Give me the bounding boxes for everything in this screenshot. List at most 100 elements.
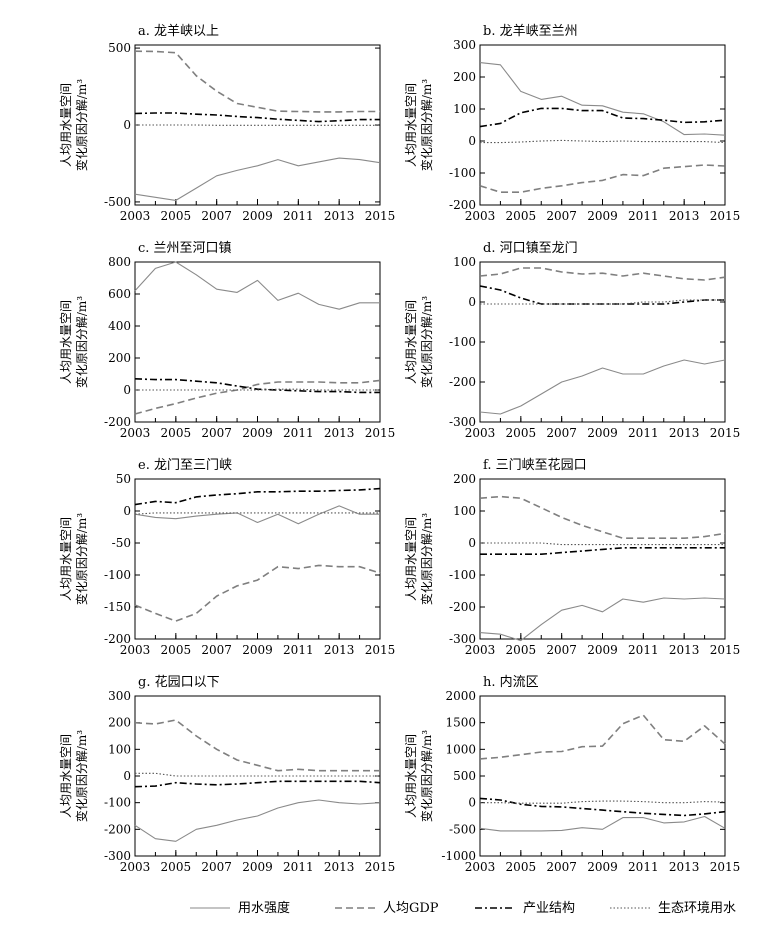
y-tick-label: -50 xyxy=(112,536,131,550)
x-tick-label: 2007 xyxy=(201,209,232,223)
y-axis-label: 人均用水量空间 xyxy=(59,734,73,818)
series-line-1 xyxy=(479,815,726,832)
y-axis-label: 变化原因分解/m³ xyxy=(419,79,434,171)
y-tick-label: -200 xyxy=(104,415,131,429)
x-tick-label: 2003 xyxy=(465,209,496,223)
chart-panel-2: -200 -100 0 100 200 300 2003 2005 2007 2009 2011 20… xyxy=(404,23,740,223)
y-tick-label: 50 xyxy=(116,472,131,486)
panel-title: h. 内流区 xyxy=(483,674,539,690)
y-tick-label: -200 xyxy=(104,632,131,646)
panel-title: e. 龙门至三门峡 xyxy=(138,458,232,473)
y-tick-label: 1000 xyxy=(445,742,476,756)
x-tick-label: 2005 xyxy=(506,860,537,874)
x-tick-label: 2003 xyxy=(465,643,496,657)
chart-panel-5: -200 -150 -100 -50 0 50 2003 2005 2007 2009 2011 20… xyxy=(59,458,395,657)
series-line-2 xyxy=(479,267,726,281)
series-line-3 xyxy=(134,780,381,788)
y-tick-label: -500 xyxy=(104,195,131,209)
x-tick-label: 2015 xyxy=(710,209,741,223)
legend-label-2: 人均GDP xyxy=(383,901,439,916)
x-tick-label: 2013 xyxy=(669,643,700,657)
y-tick-label: 0 xyxy=(123,769,131,783)
x-tick-label: 2007 xyxy=(546,426,577,440)
y-tick-label: 1500 xyxy=(445,716,476,730)
series-line-1 xyxy=(134,261,380,310)
x-tick-label: 2011 xyxy=(283,209,314,223)
series-line-4 xyxy=(480,299,725,305)
series-line-4 xyxy=(480,800,726,804)
y-tick-label: 100 xyxy=(108,742,131,756)
y-tick-label: 800 xyxy=(108,255,131,269)
legend-label-4: 生态环境用水 xyxy=(658,901,736,916)
panel-title: d. 河口镇至龙门 xyxy=(483,241,578,256)
y-tick-label: -500 xyxy=(449,822,476,836)
series-line-2 xyxy=(134,379,381,415)
y-tick-label: 400 xyxy=(108,319,131,333)
x-tick-label: 2003 xyxy=(120,860,151,874)
x-tick-label: 2009 xyxy=(242,426,273,440)
x-tick-label: 2003 xyxy=(465,860,496,874)
y-tick-label: 200 xyxy=(453,70,476,84)
series-line-2 xyxy=(479,495,726,540)
y-tick-label: 100 xyxy=(453,255,476,269)
series-line-2 xyxy=(134,719,380,772)
x-tick-label: 2015 xyxy=(365,643,396,657)
x-tick-label: 2011 xyxy=(628,209,659,223)
panel-title: c. 兰州至河口镇 xyxy=(138,241,232,256)
plot-frame xyxy=(479,478,726,640)
y-tick-label: 300 xyxy=(108,689,131,703)
y-tick-label: -100 xyxy=(104,568,131,582)
x-tick-label: 2007 xyxy=(201,860,232,874)
panel-title: g. 花园口以下 xyxy=(138,674,220,690)
y-axis-label: 变化原因分解/m³ xyxy=(419,513,434,605)
x-tick-label: 2015 xyxy=(710,426,741,440)
y-tick-label: -300 xyxy=(104,849,131,863)
y-axis-label: 人均用水量空间 xyxy=(59,83,73,167)
y-tick-label: 0 xyxy=(123,383,131,397)
legend-label-3: 产业结构 xyxy=(523,901,575,916)
x-tick-label: 2003 xyxy=(120,209,151,223)
series-line-3 xyxy=(479,285,725,305)
y-tick-label: 0 xyxy=(123,118,131,132)
y-tick-label: 100 xyxy=(453,504,476,518)
x-tick-label: 2011 xyxy=(283,860,314,874)
x-tick-label: 2009 xyxy=(587,860,618,874)
x-tick-label: 2003 xyxy=(120,643,151,657)
series-line-1 xyxy=(134,157,381,201)
x-tick-label: 2011 xyxy=(628,426,659,440)
panel-title: b. 龙羊峡至兰州 xyxy=(483,23,578,39)
series-line-4 xyxy=(135,772,380,777)
y-axis-label: 变化原因分解/m³ xyxy=(74,730,89,822)
series-line-4 xyxy=(480,542,725,546)
y-tick-label: -100 xyxy=(449,568,476,582)
y-axis-label: 人均用水量空间 xyxy=(404,517,418,601)
y-tick-label: -1000 xyxy=(441,849,476,863)
chart-panel-6: -300 -200 -100 0 100 200 2003 2005 2007 2009 2011 2… xyxy=(404,457,740,657)
y-tick-label: 200 xyxy=(453,472,476,486)
x-tick-label: 2005 xyxy=(161,426,192,440)
chart-panel-3: -200 0 200 400 600 800 2003 2005 2007 2009 2011 201… xyxy=(59,241,395,440)
series-line-4 xyxy=(480,139,726,144)
series-line-1 xyxy=(479,597,726,642)
y-tick-label: 2000 xyxy=(445,689,476,703)
x-tick-label: 2005 xyxy=(161,209,192,223)
series-line-1 xyxy=(134,505,380,525)
series-line-3 xyxy=(480,546,725,556)
x-tick-label: 2015 xyxy=(365,426,396,440)
y-tick-label: -300 xyxy=(449,415,476,429)
series-line-2 xyxy=(134,564,381,622)
y-axis-label: 人均用水量空间 xyxy=(404,83,418,167)
x-tick-label: 2015 xyxy=(710,643,741,657)
y-tick-label: -200 xyxy=(449,375,476,389)
x-tick-label: 2011 xyxy=(628,860,659,874)
x-tick-label: 2005 xyxy=(506,426,537,440)
chart-panel-1: -500 0 500 2003 2005 2007 2009 2011 2013 2015 a. 龙… xyxy=(59,23,395,223)
y-tick-label: -100 xyxy=(104,796,131,810)
panel-title: a. 龙羊峡以上 xyxy=(138,23,219,39)
y-tick-label: 300 xyxy=(453,38,476,52)
y-axis-label: 变化原因分解/m³ xyxy=(74,296,89,388)
series-line-4 xyxy=(135,388,380,391)
y-axis-label: 变化原因分解/m³ xyxy=(74,513,89,605)
x-tick-label: 2003 xyxy=(465,426,496,440)
